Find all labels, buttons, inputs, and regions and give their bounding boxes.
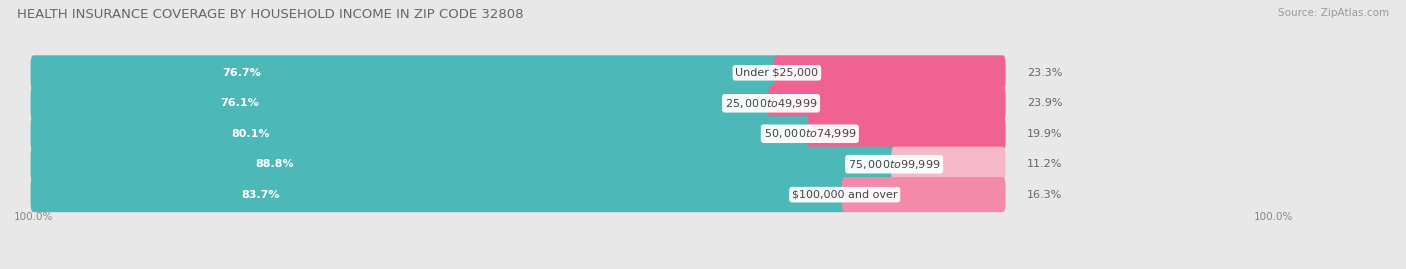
FancyBboxPatch shape <box>31 116 813 151</box>
Text: 76.7%: 76.7% <box>222 68 262 78</box>
FancyBboxPatch shape <box>31 55 780 90</box>
Text: $75,000 to $99,999: $75,000 to $99,999 <box>848 158 941 171</box>
Text: HEALTH INSURANCE COVERAGE BY HOUSEHOLD INCOME IN ZIP CODE 32808: HEALTH INSURANCE COVERAGE BY HOUSEHOLD I… <box>17 8 523 21</box>
Text: 11.2%: 11.2% <box>1026 159 1063 169</box>
Text: 19.9%: 19.9% <box>1026 129 1063 139</box>
Text: $100,000 and over: $100,000 and over <box>792 190 897 200</box>
Text: 83.7%: 83.7% <box>242 190 280 200</box>
FancyBboxPatch shape <box>768 86 1005 121</box>
Text: 16.3%: 16.3% <box>1026 190 1062 200</box>
Text: 23.9%: 23.9% <box>1026 98 1063 108</box>
FancyBboxPatch shape <box>31 55 1005 90</box>
Text: Source: ZipAtlas.com: Source: ZipAtlas.com <box>1278 8 1389 18</box>
Text: $50,000 to $74,999: $50,000 to $74,999 <box>763 127 856 140</box>
FancyBboxPatch shape <box>31 147 897 182</box>
FancyBboxPatch shape <box>807 116 1005 151</box>
FancyBboxPatch shape <box>31 86 773 121</box>
Text: 100.0%: 100.0% <box>14 212 53 222</box>
FancyBboxPatch shape <box>31 147 1005 182</box>
FancyBboxPatch shape <box>773 55 1005 90</box>
FancyBboxPatch shape <box>31 116 1005 151</box>
Text: 23.3%: 23.3% <box>1026 68 1063 78</box>
Text: $25,000 to $49,999: $25,000 to $49,999 <box>725 97 817 110</box>
FancyBboxPatch shape <box>891 147 1005 182</box>
Text: Under $25,000: Under $25,000 <box>735 68 818 78</box>
FancyBboxPatch shape <box>31 86 1005 121</box>
Text: 76.1%: 76.1% <box>221 98 259 108</box>
Text: 88.8%: 88.8% <box>254 159 294 169</box>
FancyBboxPatch shape <box>31 177 848 212</box>
Text: 80.1%: 80.1% <box>232 129 270 139</box>
Text: 100.0%: 100.0% <box>1254 212 1294 222</box>
FancyBboxPatch shape <box>842 177 1005 212</box>
FancyBboxPatch shape <box>31 177 1005 212</box>
